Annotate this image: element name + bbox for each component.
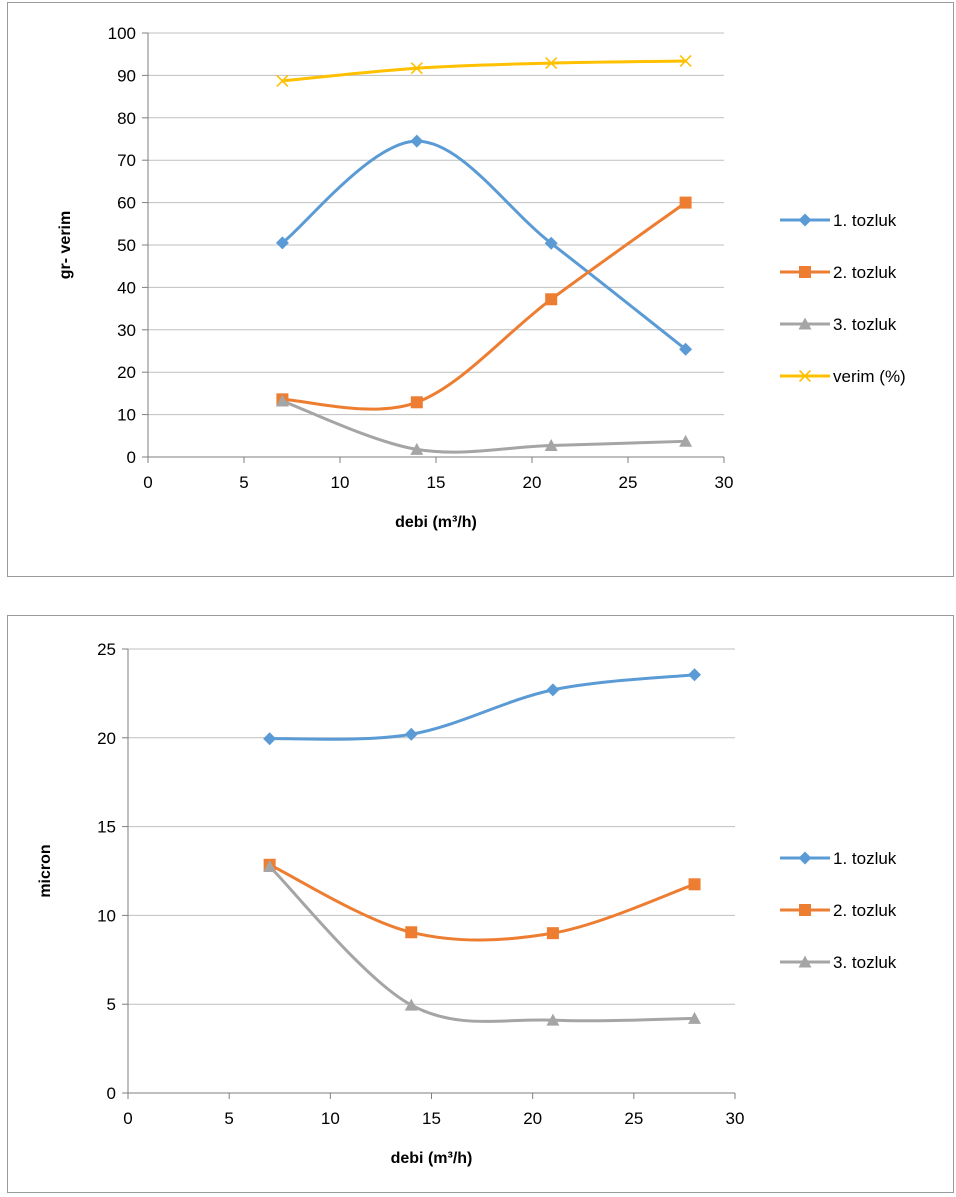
x-tick-label: 5 [239,473,248,492]
legend-item-3-tozluk: 3. tozluk [780,315,897,334]
y-tick-label: 30 [117,321,136,340]
series-1-tozluk [263,668,702,746]
data-point [544,236,558,250]
x-tick-label: 15 [422,1109,441,1128]
x-axis-title: debi (m³/h) [391,1150,473,1167]
series-line-3-tozluk [280,399,688,454]
legend-label: 1. tozluk [833,849,897,868]
y-tick-label: 10 [117,406,136,425]
legend-item-1-tozluk: 1. tozluk [780,211,897,230]
x-tick-label: 30 [715,473,734,492]
y-tick-label: 20 [97,729,116,748]
data-point [405,926,418,939]
data-point [544,439,558,452]
y-tick-label: 5 [107,995,116,1014]
series-line-2-tozluk [280,201,688,411]
legend-marker [798,369,812,383]
data-point [263,732,277,746]
series-1-tozluk [275,134,693,356]
x-tick-label: 30 [726,1109,745,1128]
chart-panel-1: 0 10 20 30 40 50 60 70 80 90 100 0 5 10 15 20 25 30 debi (… [7,2,954,577]
x-tick-label: 25 [624,1109,643,1128]
chart-panel-2: 0 5 10 15 20 25 0 5 10 15 20 25 30 debi (m³/h) micron 1… [7,615,954,1193]
data-point [275,394,289,407]
legend-label: 2. tozluk [833,263,897,282]
legend-marker [798,851,812,865]
y-axis-title: gr- verim [57,211,74,279]
data-point [546,1013,560,1026]
legend-item-2-tozluk: 2. tozluk [780,901,897,920]
series-line-3-tozluk [268,865,697,1023]
series-line-verim [280,59,688,83]
x-tick-label: 20 [523,1109,542,1128]
y-tick-label: 0 [107,1084,116,1103]
y-tick-label: 15 [97,818,116,837]
data-point [404,727,418,741]
data-point [263,860,277,873]
legend-label: 3. tozluk [833,953,897,972]
chart-2: 0 5 10 15 20 25 0 5 10 15 20 25 30 debi (m³/h) micron 1… [37,640,897,1167]
data-point [545,57,558,70]
x-tick-label: 5 [224,1109,233,1128]
y-tick-label: 0 [127,448,136,467]
legend-label: 3. tozluk [833,315,897,334]
y-tick-label: 20 [117,363,136,382]
data-point [688,1011,702,1024]
series-line-1-tozluk [268,673,697,741]
legend-label: 1. tozluk [833,211,897,230]
data-point [545,293,558,306]
y-tick-label: 40 [117,278,136,297]
data-point [679,434,693,447]
data-point [410,134,424,148]
data-point [546,927,559,940]
x-axis-title: debi (m³/h) [395,514,477,531]
series-3-tozluk [275,394,693,455]
data-point [679,196,692,209]
data-point [276,74,289,87]
legend-marker [798,317,812,330]
data-point [275,236,289,250]
data-point [546,683,560,697]
y-tick-label: 100 [108,24,136,43]
x-tick-label: 10 [331,473,350,492]
legend-item-2-tozluk: 2. tozluk [780,263,897,282]
legend-item-1-tozluk: 1. tozluk [780,849,897,868]
legend-item-3-tozluk: 3. tozluk [780,953,897,972]
series-line-1-tozluk [280,139,688,351]
data-point [679,54,692,68]
chart-1: 0 10 20 30 40 50 60 70 80 90 100 0 5 10 15 20 25 30 debi (… [57,24,906,531]
y-tick-label: 25 [97,640,116,659]
x-tick-label: 25 [619,473,638,492]
data-point [688,878,701,891]
series-2-tozluk [263,858,701,942]
legend-marker [798,213,812,227]
x-tick-label: 20 [523,473,542,492]
series-3-tozluk [263,860,702,1026]
legend-marker [799,904,811,916]
legend-label: 2. tozluk [833,901,897,920]
x-tick-label: 0 [123,1109,132,1128]
data-point [688,668,702,682]
legend-marker [798,955,812,968]
y-axis-title: micron [37,844,54,897]
legend-item-verim: verim (%) [780,367,906,386]
x-tick-label: 10 [321,1109,340,1128]
x-tick-label: 0 [143,473,152,492]
series-verim [276,54,692,87]
y-tick-label: 80 [117,109,136,128]
y-tick-label: 60 [117,194,136,213]
series-line-2-tozluk [268,863,697,942]
y-tick-label: 70 [117,151,136,170]
data-point [679,342,693,356]
data-point [410,396,423,409]
y-tick-label: 50 [117,236,136,255]
legend-label: verim (%) [833,367,906,386]
x-tick-label: 15 [427,473,446,492]
data-point [410,442,424,455]
data-point [404,998,418,1011]
data-point [410,62,423,75]
legend-marker [799,266,811,278]
y-tick-label: 90 [117,66,136,85]
y-tick-label: 10 [97,906,116,925]
